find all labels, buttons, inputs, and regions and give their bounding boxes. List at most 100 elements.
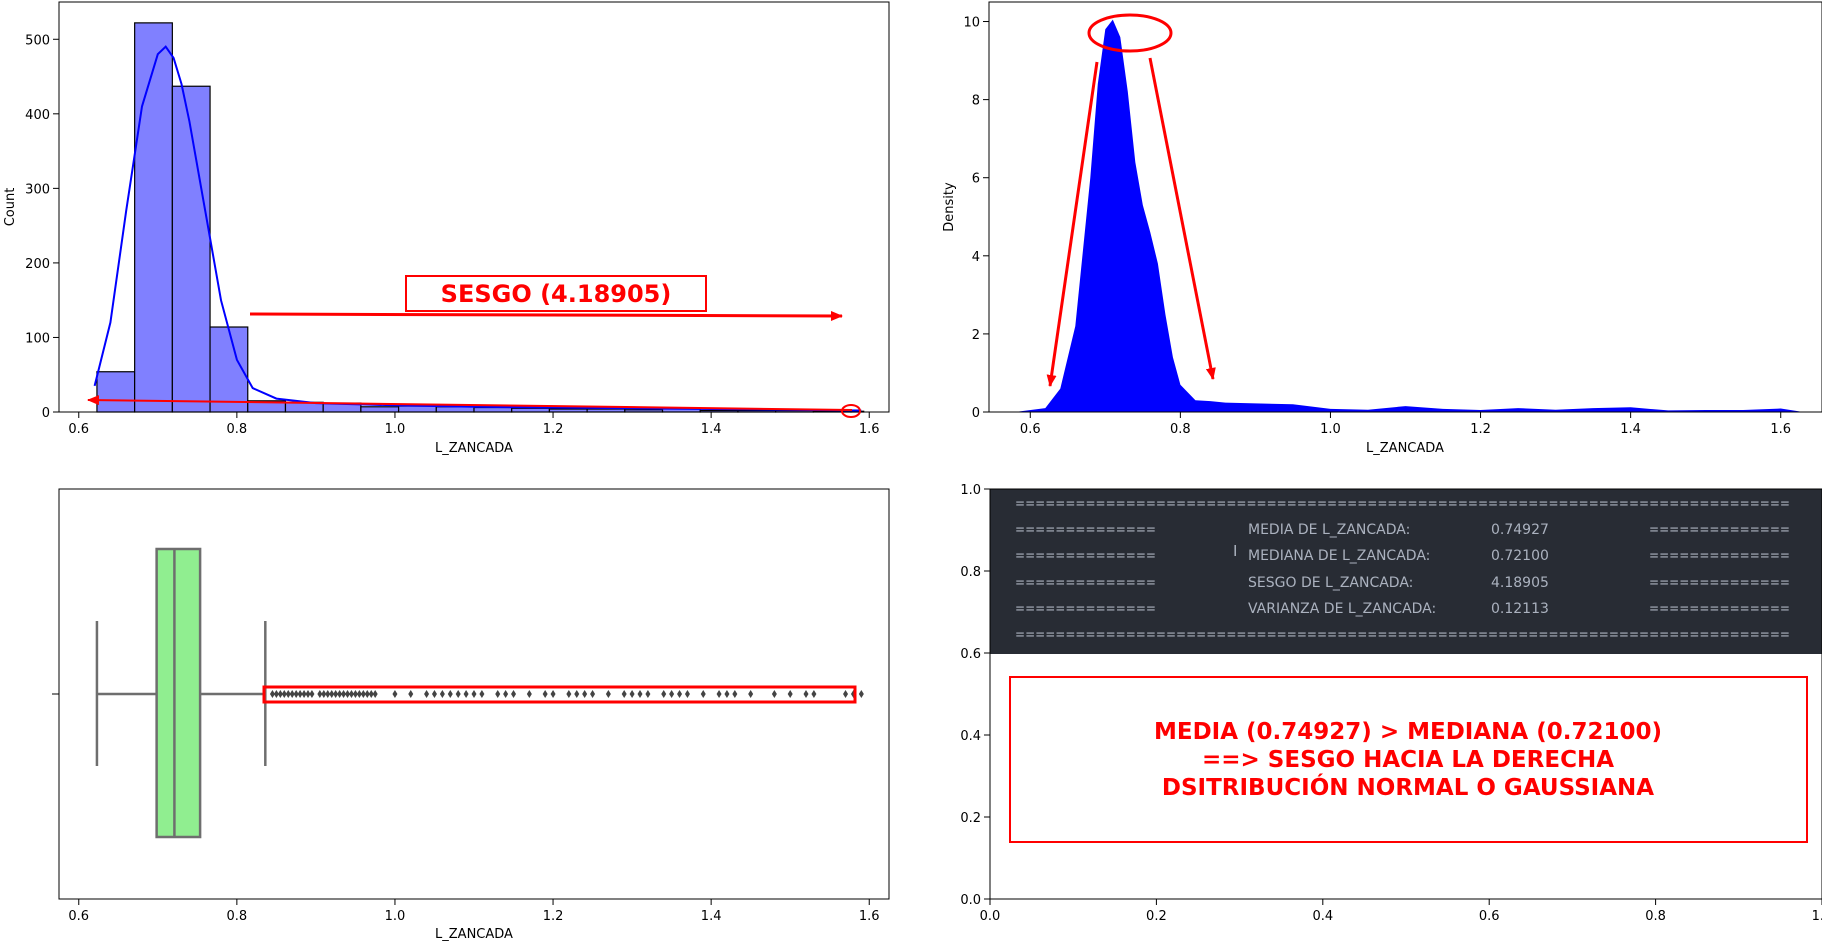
density-x-tick-label: 1.6 — [1770, 422, 1791, 437]
boxplot-outlier — [321, 690, 327, 698]
boxplot-outlier — [345, 690, 351, 698]
histogram-x-tick-label: 1.6 — [859, 422, 880, 437]
histogram-bar — [134, 22, 173, 413]
histogram-bar — [473, 406, 513, 413]
boxplot-outlier — [317, 690, 323, 698]
stats-y-tick-label: 0.6 — [960, 647, 981, 662]
density-x-axis: 0.6 0.8 1.0 1.2 1.4 1.6 — [1020, 412, 1791, 437]
histogram-y-tick-label: 500 — [25, 33, 50, 48]
histogram-bars — [96, 22, 865, 413]
histogram-y-tick-label: 400 — [25, 108, 50, 123]
stats-x-axis: 0.0 0.2 0.4 0.6 0.8 1.0 — [980, 899, 1822, 924]
stats-axes-frame — [989, 488, 1822, 900]
boxplot-outlier — [431, 690, 437, 698]
boxplot-outlier — [858, 690, 864, 698]
density-x-tick-label: 1.2 — [1470, 422, 1491, 437]
skew-annotation-label: SESGO (4.18905) — [441, 280, 672, 308]
console-stat-value: 0.12113 — [1491, 601, 1549, 617]
boxplot-outliers — [269, 690, 864, 698]
boxplot-outlier — [301, 690, 307, 698]
boxplot-outlier — [356, 690, 362, 698]
histogram-x-label: L_ZANCADA — [435, 441, 513, 456]
console-left-rule: ============== — [1015, 575, 1156, 591]
histogram-y-tick-label: 100 — [25, 331, 50, 346]
stats-x-tick-label: 0.2 — [1146, 909, 1167, 924]
boxplot-outlier — [542, 690, 548, 698]
boxplot-box — [155, 547, 202, 839]
boxplot-outlier — [293, 690, 299, 698]
stats-y-axis: 0.0 0.2 0.4 0.6 0.8 1.0 — [960, 483, 990, 908]
skew-arrow — [249, 310, 843, 321]
peak-marker — [1087, 13, 1173, 53]
boxplot-outlier — [463, 690, 469, 698]
tail-arrow — [87, 395, 853, 411]
boxplot-outlier — [360, 690, 366, 698]
boxplot-outlier — [297, 690, 303, 698]
stats-x-tick-label: 0.8 — [1645, 909, 1666, 924]
boxplot-outlier — [637, 690, 643, 698]
boxplot-outlier — [479, 690, 485, 698]
left-slope-arrow — [1046, 61, 1099, 387]
boxplot-panel: 0.6 0.8 1.0 1.2 1.4 1.6 L_ZANCADA — [52, 488, 890, 942]
histogram-bar — [96, 371, 136, 413]
histogram-panel: 0.6 0.8 1.0 1.2 1.4 1.6 0 100 200 300 400 500 L_ZA… — [3, 1, 890, 456]
boxplot-outlier — [372, 690, 378, 698]
boxplot-outlier — [503, 690, 509, 698]
boxplot-x-tick-label: 1.4 — [701, 909, 722, 924]
boxplot-outlier — [471, 690, 477, 698]
density-x-tick-label: 1.4 — [1620, 422, 1641, 437]
stats-x-tick-label: 0.6 — [1479, 909, 1500, 924]
boxplot-outlier — [439, 690, 445, 698]
boxplot-outlier — [550, 690, 556, 698]
boxplot-outlier — [582, 690, 588, 698]
histogram-bar — [360, 406, 400, 413]
console-stat-label: MEDIA DE L_ZANCADA: — [1248, 522, 1410, 538]
histogram-y-tick-label: 0 — [42, 406, 50, 421]
boxplot-outlier — [408, 690, 414, 698]
boxplot-outlier — [511, 690, 517, 698]
boxplot-outlier — [748, 690, 754, 698]
density-y-tick-label: 8 — [972, 94, 980, 109]
boxplot-outlier — [285, 690, 291, 698]
boxplot-outlier — [803, 690, 809, 698]
boxplot-x-tick-label: 0.6 — [68, 909, 89, 924]
density-y-axis: 0 2 4 6 8 10 — [963, 16, 989, 421]
console-stat-label: MEDIANA DE L_ZANCADA: — [1248, 548, 1430, 564]
stats-y-tick-label: 0.4 — [960, 729, 981, 744]
boxplot-outlier — [273, 690, 279, 698]
boxplot-x-label: L_ZANCADA — [435, 927, 513, 942]
console-left-rule: ============== — [1015, 601, 1156, 617]
density-y-tick-label: 0 — [972, 406, 980, 421]
console-stat-value: 4.18905 — [1491, 575, 1549, 591]
console-left-rule: ============== — [1015, 548, 1156, 564]
stats-panel: ============== ============== ============… — [960, 483, 1822, 924]
conclusion-line-2: ==> SESGO HACIA LA DERECHA — [1202, 747, 1614, 773]
stats-x-tick-label: 1.0 — [1812, 909, 1822, 924]
console-stat-label: VARIANZA DE L_ZANCADA: — [1248, 601, 1436, 617]
console-right-rule: ============== — [1649, 601, 1790, 617]
conclusion-box — [1009, 676, 1808, 843]
boxplot-x-tick-label: 1.0 — [385, 909, 406, 924]
stats-y-tick-label: 0.8 — [960, 565, 981, 580]
histogram-y-tick-label: 300 — [25, 182, 50, 197]
boxplot-outlier — [526, 690, 532, 698]
histogram-kde-line — [93, 45, 862, 412]
density-y-tick-label: 10 — [963, 16, 980, 31]
boxplot-outlier — [329, 690, 335, 698]
boxplot-outlier — [447, 690, 453, 698]
boxplot-outlier — [629, 690, 635, 698]
density-panel: 0.6 0.8 1.0 1.2 1.4 1.6 0 2 4 6 8 10 L_ZANCADA Den… — [942, 1, 1822, 456]
stats-y-tick-label: 0.2 — [960, 811, 981, 826]
boxplot-outlier — [811, 690, 817, 698]
console-right-rule: ============== — [1649, 548, 1790, 564]
histogram-bar — [511, 407, 551, 413]
boxplot-outlier — [574, 690, 580, 698]
boxplot-outlier — [281, 690, 287, 698]
boxplot-outlier — [787, 690, 793, 698]
boxplot-outlier — [669, 690, 675, 698]
boxplot-outlier — [566, 690, 572, 698]
density-y-tick-label: 4 — [972, 250, 980, 265]
boxplot-outlier — [724, 690, 730, 698]
density-x-tick-label: 1.0 — [1320, 422, 1341, 437]
